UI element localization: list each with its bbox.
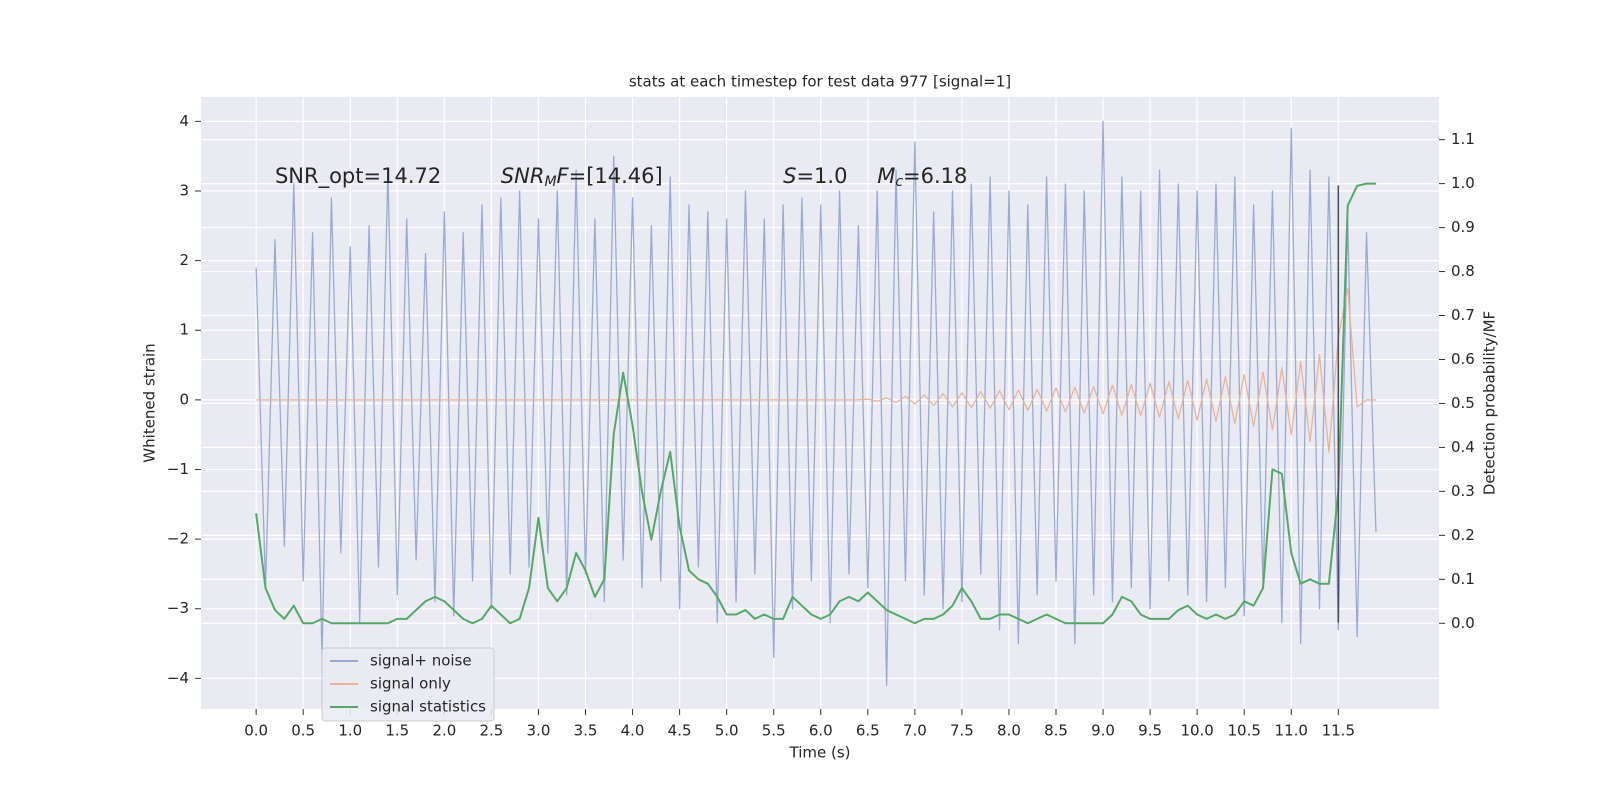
- annotation: Mc=6.18: [877, 164, 967, 190]
- x-tick-label: 6.0: [809, 722, 833, 740]
- x-axis-label: Time (s): [789, 744, 851, 762]
- x-tick-label: 0.5: [291, 722, 315, 740]
- x-tick-label: 6.5: [856, 722, 880, 740]
- y-tick-label: −3: [167, 599, 189, 617]
- y-tick-label: 0: [179, 390, 189, 408]
- x-tick-label: 4.5: [668, 722, 692, 740]
- x-tick-label: 5.0: [715, 722, 739, 740]
- chart-title: stats at each timestep for test data 977…: [629, 73, 1011, 91]
- x-tick-label: 10.5: [1228, 722, 1261, 740]
- x-tick-label: 8.0: [997, 722, 1021, 740]
- annotation: SNR_opt=14.72: [275, 164, 441, 189]
- x-tick-label: 1.5: [385, 722, 409, 740]
- x-tick-label: 3.0: [527, 722, 551, 740]
- y-tick-label: −4: [167, 669, 189, 687]
- legend-label: signal only: [370, 675, 451, 693]
- x-tick-label: 8.5: [1044, 722, 1068, 740]
- annotation: SNRMF=[14.46]: [501, 164, 663, 190]
- legend-label: signal statistics: [370, 698, 486, 716]
- annotation-part: S: [783, 164, 796, 188]
- y2-tick-label: 0.1: [1451, 570, 1475, 588]
- x-tick-label: 1.0: [338, 722, 362, 740]
- annotation-part: =1.0: [796, 164, 847, 188]
- y2-tick-label: 0.3: [1451, 482, 1475, 500]
- annotation-part: =6.18: [903, 164, 967, 188]
- x-tick-label: 5.5: [762, 722, 786, 740]
- y2-tick-label: 0.8: [1451, 262, 1475, 280]
- y2-tick-label: 0.2: [1451, 526, 1475, 544]
- annotation-part: SNR: [501, 164, 545, 188]
- y-axis-label: Whitened strain: [141, 343, 159, 462]
- x-tick-label: 2.0: [432, 722, 456, 740]
- y2-tick-label: 0.9: [1451, 218, 1475, 236]
- x-tick-label: 11.5: [1322, 722, 1355, 740]
- x-tick-label: 7.0: [903, 722, 927, 740]
- annotation-part: =[14.46]: [569, 164, 663, 188]
- annotation-part: SNR_opt=14.72: [275, 164, 441, 189]
- x-tick-label: 9.5: [1138, 722, 1162, 740]
- x-tick-label: 4.0: [621, 722, 645, 740]
- y-tick-label: −2: [167, 530, 189, 548]
- y2-tick-label: 1.0: [1451, 174, 1475, 192]
- series-line: [256, 287, 1376, 453]
- series-line: [255, 182, 1376, 625]
- y-tick-label: 1: [179, 321, 189, 339]
- y2-tick-label: 0.0: [1451, 614, 1475, 632]
- y-tick-label: 4: [179, 112, 189, 130]
- y-tick-label: −1: [167, 460, 189, 478]
- annotation-part: c: [895, 174, 903, 190]
- y2-tick-label: 0.6: [1451, 350, 1475, 368]
- annotation-part: F: [557, 164, 570, 188]
- x-tick-label: 10.0: [1180, 722, 1213, 740]
- x-tick-label: 7.5: [950, 722, 974, 740]
- annotation-part: M: [544, 174, 556, 190]
- y-tick-label: 2: [179, 251, 189, 269]
- legend-box: [321, 647, 495, 722]
- x-tick-label: 11.0: [1275, 722, 1308, 740]
- annotation: S=1.0: [783, 164, 847, 188]
- y-tick-label: 3: [179, 181, 189, 199]
- x-tick-label: 9.0: [1091, 722, 1115, 740]
- x-tick-label: 3.5: [574, 722, 598, 740]
- y2-tick-label: 1.1: [1451, 130, 1475, 148]
- annotation-part: M: [877, 164, 895, 188]
- x-tick-label: 0.0: [244, 722, 268, 740]
- y2-tick-label: 0.5: [1451, 394, 1475, 412]
- y2-tick-label: 0.4: [1451, 438, 1475, 456]
- series-line: [255, 120, 1377, 686]
- x-tick-label: 2.5: [479, 722, 503, 740]
- legend-label: signal+ noise: [370, 652, 472, 670]
- y2-axis-label: Detection probability/MF: [1481, 311, 1499, 495]
- y2-tick-label: 0.7: [1451, 306, 1475, 324]
